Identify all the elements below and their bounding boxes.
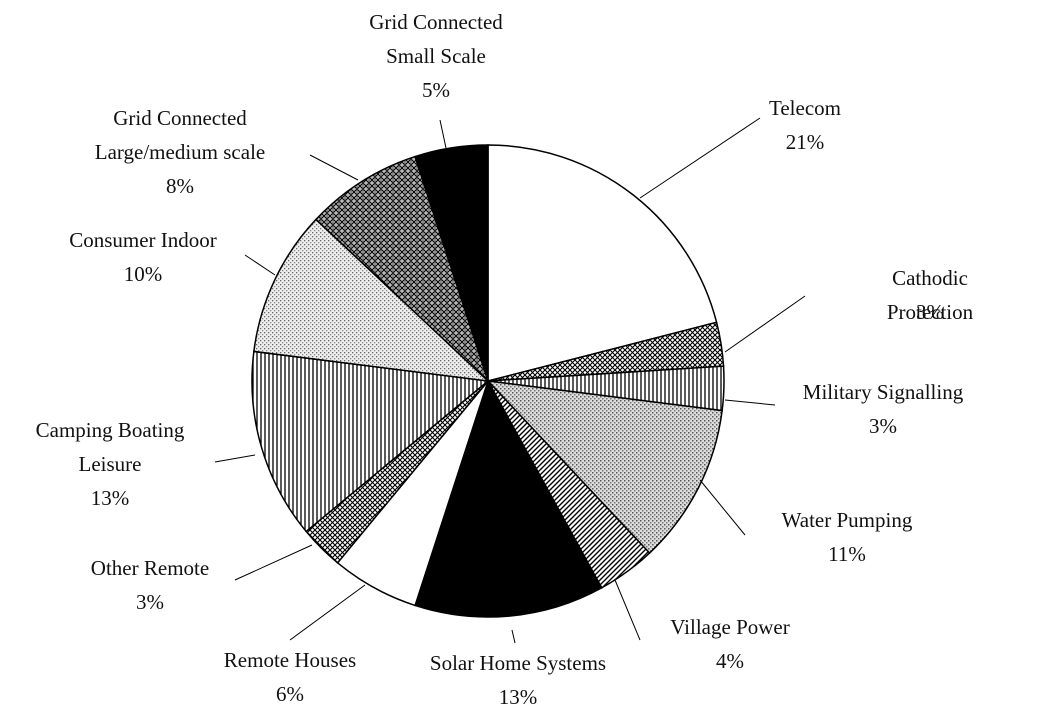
- leader-line: [724, 295, 806, 353]
- leader-line: [511, 629, 516, 644]
- slice-value-label: 4%: [716, 649, 744, 673]
- slice-value-label: 3%: [869, 414, 897, 438]
- slice-value-label: 13%: [498, 685, 538, 709]
- slice-label: Consumer Indoor: [69, 228, 217, 252]
- slice-value-label: 13%: [90, 486, 130, 510]
- slice-value-label: 10%: [123, 262, 163, 286]
- leader-line: [214, 454, 256, 463]
- pie-slice: [251, 350, 490, 533]
- leader-line: [699, 479, 746, 536]
- slice-label: Water Pumping: [781, 508, 913, 532]
- pie-slice: [314, 155, 489, 382]
- slice-value-label: 21%: [785, 130, 825, 154]
- pie-slice: [487, 144, 718, 382]
- slice-value-label: 11%: [828, 542, 866, 566]
- pie-slice: [414, 144, 489, 382]
- leader-line: [244, 254, 276, 276]
- slice-value-label: 5%: [422, 78, 450, 102]
- slice-label: Grid Connected Large/medium scale: [94, 106, 266, 164]
- leader-line: [439, 119, 447, 149]
- slice-value-label: 8%: [166, 174, 194, 198]
- leader-line: [724, 399, 776, 406]
- slice-label: Camping Boating Leisure: [35, 418, 185, 476]
- slice-label: Remote Houses: [223, 648, 357, 672]
- leader-line: [614, 579, 641, 641]
- leader-line: [289, 584, 366, 641]
- leader-line: [309, 154, 359, 181]
- pie-slice: [486, 379, 723, 555]
- slice-label: Military Signalling: [802, 380, 964, 404]
- pie-slice: [414, 379, 603, 618]
- slice-label: Solar Home Systems: [429, 651, 607, 675]
- slice-label: Grid Connected Small Scale: [369, 10, 503, 68]
- slice-label: Village Power: [670, 615, 790, 639]
- slice-label: Cathodic Protection: [886, 266, 974, 324]
- slice-value-label: 3%: [136, 590, 164, 614]
- slice-value-label: 6%: [276, 682, 304, 706]
- slice-label: Telecom: [769, 96, 841, 120]
- leader-line: [639, 117, 761, 199]
- slice-value-label: 3%: [916, 300, 944, 324]
- slice-label: Other Remote: [90, 556, 210, 580]
- leader-line: [234, 544, 313, 581]
- pie-slice: [253, 218, 491, 383]
